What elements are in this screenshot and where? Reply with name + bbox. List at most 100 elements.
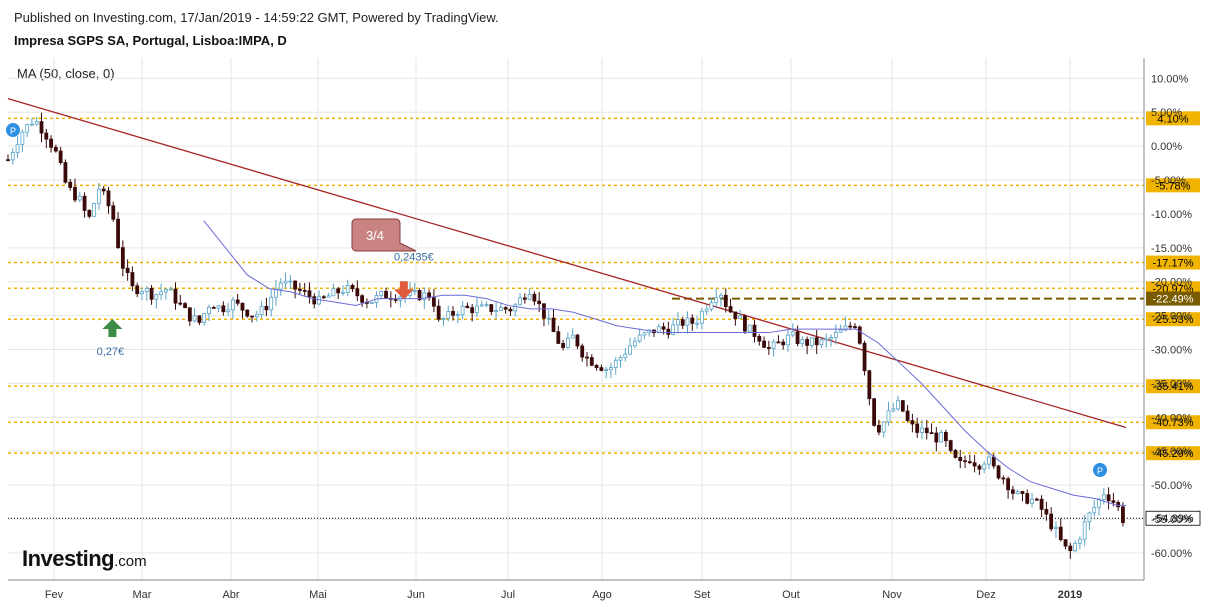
candle-body <box>288 280 293 283</box>
candle-body <box>341 291 345 294</box>
published-line: Published on Investing.com, 17/Jan/2019 … <box>14 10 499 25</box>
candle-body <box>747 324 752 332</box>
p-marker-label: P <box>10 126 16 136</box>
candle-body <box>733 311 738 319</box>
candle-body <box>1073 542 1078 552</box>
candle-body <box>82 195 87 211</box>
candle-body <box>915 423 920 433</box>
candle-body <box>551 317 556 333</box>
x-tick-label: Dez <box>976 589 996 601</box>
buy-arrow-icon <box>102 319 123 337</box>
candle-body <box>752 324 757 337</box>
x-tick-label: Mai <box>309 589 327 601</box>
candle-body <box>781 341 786 346</box>
candle-body <box>63 162 68 183</box>
annotation-layer: 0,27€ 0,2435€ 3/4 P P <box>6 123 1107 477</box>
candle-body <box>599 367 604 371</box>
candle-body <box>283 280 288 284</box>
candle-body <box>743 315 747 332</box>
candle-body <box>1044 508 1049 515</box>
candle-body <box>369 302 374 304</box>
candle-body <box>996 465 1001 479</box>
candle-body <box>757 336 762 342</box>
candle-body <box>632 340 637 347</box>
candle-body <box>202 313 207 323</box>
candle-body <box>73 187 77 201</box>
candle-body <box>49 138 53 148</box>
candle-body <box>953 449 958 458</box>
candle-body <box>350 285 355 290</box>
p-marker-icon <box>1093 463 1107 477</box>
candle-body <box>910 420 915 425</box>
candle-body <box>274 288 278 298</box>
callout-bubble <box>351 218 417 252</box>
candle-body <box>264 305 269 311</box>
candle-body <box>513 304 518 312</box>
candle-body <box>508 308 513 312</box>
candle-body <box>20 131 25 145</box>
candle-body <box>1101 494 1106 500</box>
candle-body <box>963 460 967 463</box>
candle-body <box>699 310 704 324</box>
level-badge <box>1146 379 1200 394</box>
y-tick-label: -45.00% <box>1151 446 1192 458</box>
candle-body <box>312 296 317 305</box>
candle-body <box>786 334 790 346</box>
x-tick-label: Jul <box>501 589 515 601</box>
candle-body <box>723 294 728 307</box>
ma-line <box>203 220 1126 506</box>
candle-body <box>87 210 92 217</box>
trendline <box>7 98 1127 429</box>
level-label: -45.29% <box>1153 448 1194 460</box>
candle-body <box>862 342 867 372</box>
candle-body <box>211 307 216 309</box>
candle-body <box>589 357 594 366</box>
x-tick-label: Jun <box>407 589 425 601</box>
candle-body <box>39 121 44 134</box>
level-label: 4.10% <box>1157 113 1188 125</box>
candle-body <box>795 331 800 344</box>
candle-body <box>709 302 714 310</box>
candle-body <box>451 311 455 316</box>
candle-body <box>762 340 766 348</box>
candle-body <box>613 359 618 368</box>
y-tick-label: -35.00% <box>1151 378 1192 390</box>
candle-body <box>125 267 130 273</box>
current-price-badge <box>1145 510 1201 526</box>
candle-body <box>503 307 508 310</box>
candle-body <box>565 337 570 348</box>
candle-body <box>929 432 934 435</box>
level-label: -25.53% <box>1153 314 1194 326</box>
candle-body <box>293 280 298 290</box>
p-marker-label: P <box>1097 466 1103 476</box>
candle-body <box>623 353 628 358</box>
candle-body <box>254 313 259 318</box>
candle-body <box>924 427 929 434</box>
candle-body <box>297 288 302 291</box>
ma-indicator-label[interactable]: MA (50, close, 0) <box>17 66 115 81</box>
candle-body <box>532 293 537 302</box>
candle-body <box>848 325 853 328</box>
candle-body <box>771 341 776 349</box>
sell-arrow-icon <box>393 281 414 300</box>
candle-body <box>661 326 666 330</box>
candle-body <box>235 299 240 304</box>
level-label: -5.78% <box>1156 180 1191 192</box>
candle-body <box>221 305 226 313</box>
candle-body <box>1025 493 1030 504</box>
candle-body <box>484 304 489 307</box>
candle-body <box>1001 477 1006 480</box>
candle-body <box>1077 538 1082 544</box>
candle-body <box>556 331 561 344</box>
candle-body <box>857 326 862 344</box>
candle-body <box>948 440 953 451</box>
level-badge <box>1146 255 1200 270</box>
candle-body <box>116 218 120 249</box>
candle-body <box>1030 498 1034 504</box>
candle-body <box>431 297 436 307</box>
candle-body <box>159 291 164 295</box>
y-tick-label: 10.00% <box>1151 73 1189 85</box>
candle-body <box>465 305 470 309</box>
candle-body <box>259 305 264 315</box>
